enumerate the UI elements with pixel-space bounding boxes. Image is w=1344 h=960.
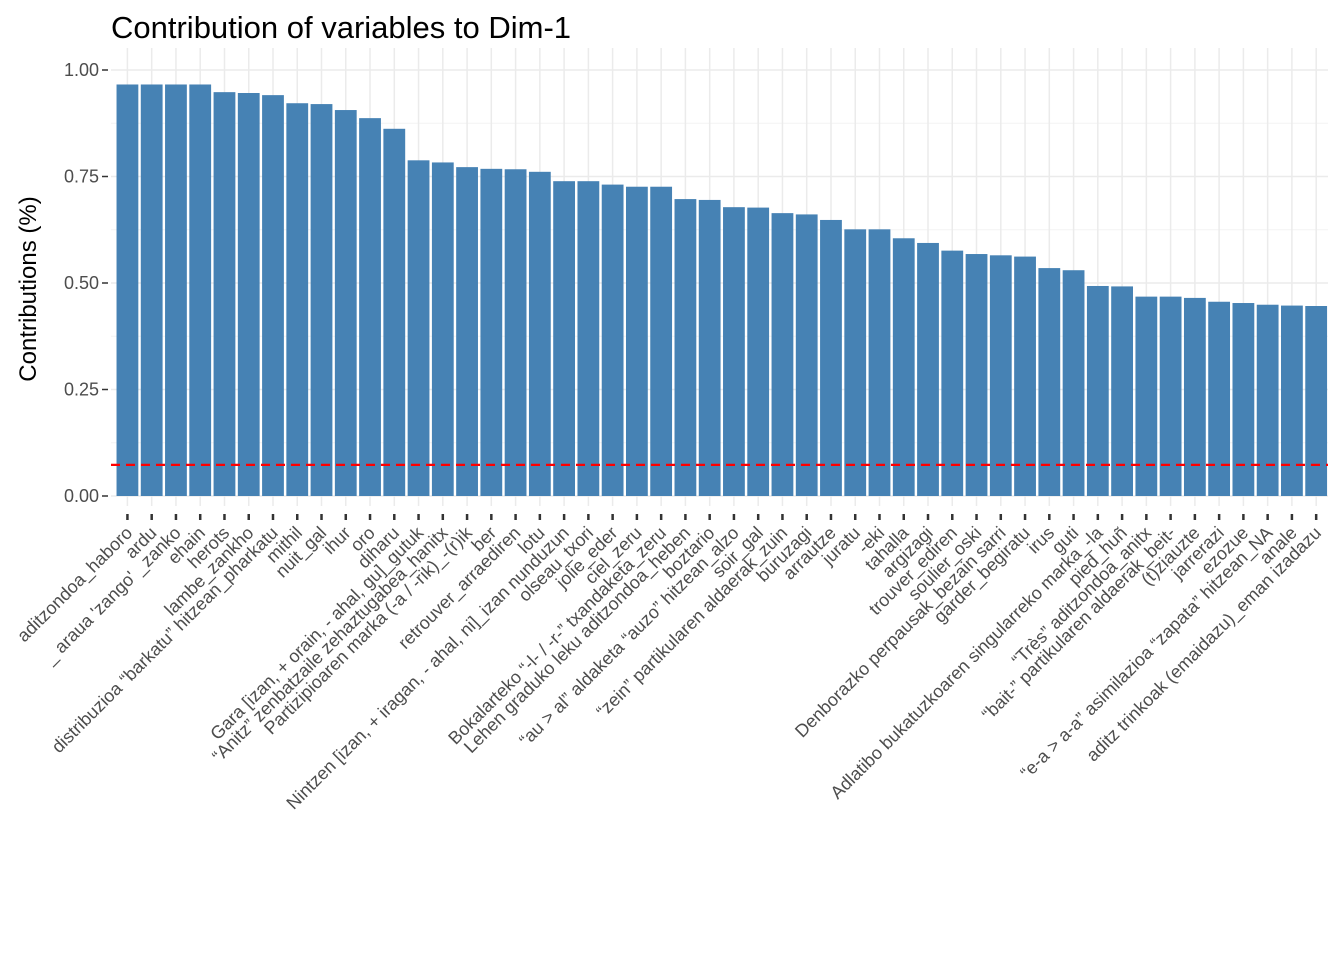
bar <box>1014 256 1036 496</box>
bar <box>116 84 139 496</box>
bar <box>625 186 648 496</box>
y-axis-title: Contributions (%) <box>15 196 42 381</box>
bar <box>310 104 333 496</box>
bar <box>189 84 212 496</box>
bar <box>820 219 842 496</box>
y-tick-label: 0.00 <box>64 486 99 506</box>
bar <box>868 229 891 496</box>
y-tick-label: 0.50 <box>64 273 99 293</box>
bar <box>504 169 527 496</box>
bar <box>262 95 284 496</box>
bar <box>1086 285 1109 496</box>
bar <box>698 199 721 496</box>
chart-title: Contribution of variables to Dim-1 <box>111 10 572 45</box>
bar <box>844 229 867 496</box>
bar <box>965 254 988 496</box>
bar <box>1281 305 1303 496</box>
bar <box>1111 286 1133 496</box>
bar <box>431 162 454 496</box>
bar <box>1038 268 1061 496</box>
bar <box>674 199 697 496</box>
bar <box>650 186 673 496</box>
y-axis: 0.00 0.25 0.50 0.75 1.00 <box>64 60 108 506</box>
bar <box>1183 297 1206 496</box>
bar <box>237 93 260 496</box>
bar <box>456 167 478 497</box>
bar <box>553 181 576 496</box>
bar <box>480 168 503 496</box>
bar <box>359 118 381 496</box>
bar <box>407 160 430 496</box>
bar <box>917 242 939 496</box>
bar <box>1135 296 1158 496</box>
bar <box>941 250 964 496</box>
bar <box>334 110 357 496</box>
bar <box>577 181 600 496</box>
bar <box>601 184 624 496</box>
bar <box>165 84 187 496</box>
y-tick-label: 0.75 <box>64 167 99 187</box>
bar <box>383 128 406 496</box>
bar <box>892 238 915 496</box>
bar <box>1232 303 1255 496</box>
bar <box>1062 270 1085 496</box>
bar <box>140 84 163 496</box>
bar <box>1208 301 1231 496</box>
bar <box>795 214 818 496</box>
bar <box>286 103 309 496</box>
bar <box>771 213 794 497</box>
bar <box>723 207 745 496</box>
bar <box>747 207 770 496</box>
bar <box>528 171 551 496</box>
bar <box>1159 296 1182 496</box>
y-tick-label: 1.00 <box>64 60 99 80</box>
bars <box>116 84 1328 497</box>
bar <box>1305 306 1328 496</box>
bar <box>213 92 236 496</box>
bar <box>989 255 1012 496</box>
y-tick-label: 0.25 <box>64 380 99 400</box>
bar <box>1256 304 1279 496</box>
